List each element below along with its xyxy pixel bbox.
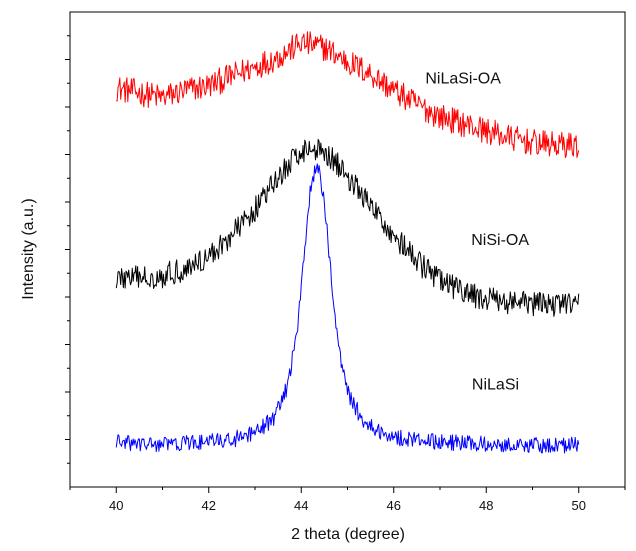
series-annotation: NiSi-OA: [471, 232, 529, 249]
series-annotation: NiLaSi-OA: [425, 70, 501, 87]
y-axis: [65, 35, 70, 464]
annotation-layer: NiLaSi-OA NiSi-OA NiLaSi: [425, 70, 529, 393]
series-annotation: NiLaSi: [472, 377, 519, 394]
x-tick-label: 46: [387, 498, 401, 513]
x-axis-label: 2 theta (degree): [291, 526, 405, 543]
series-layer: [115, 31, 580, 454]
x-tick-label: 50: [572, 498, 586, 513]
x-tick-label: 40: [109, 498, 123, 513]
plot-frame: [69, 11, 626, 488]
x-tick-label: 42: [202, 498, 216, 513]
x-tick-label: 48: [479, 498, 493, 513]
series-line-nilasi: [115, 163, 580, 454]
x-tick-label: 44: [294, 498, 308, 513]
x-axis: 40 42 44 46 48 50: [69, 487, 626, 513]
series-line-nilasi-oa: [116, 31, 580, 159]
y-axis-label: Intensity (a.u.): [20, 198, 37, 299]
series-line-nisi-oa: [115, 138, 580, 317]
